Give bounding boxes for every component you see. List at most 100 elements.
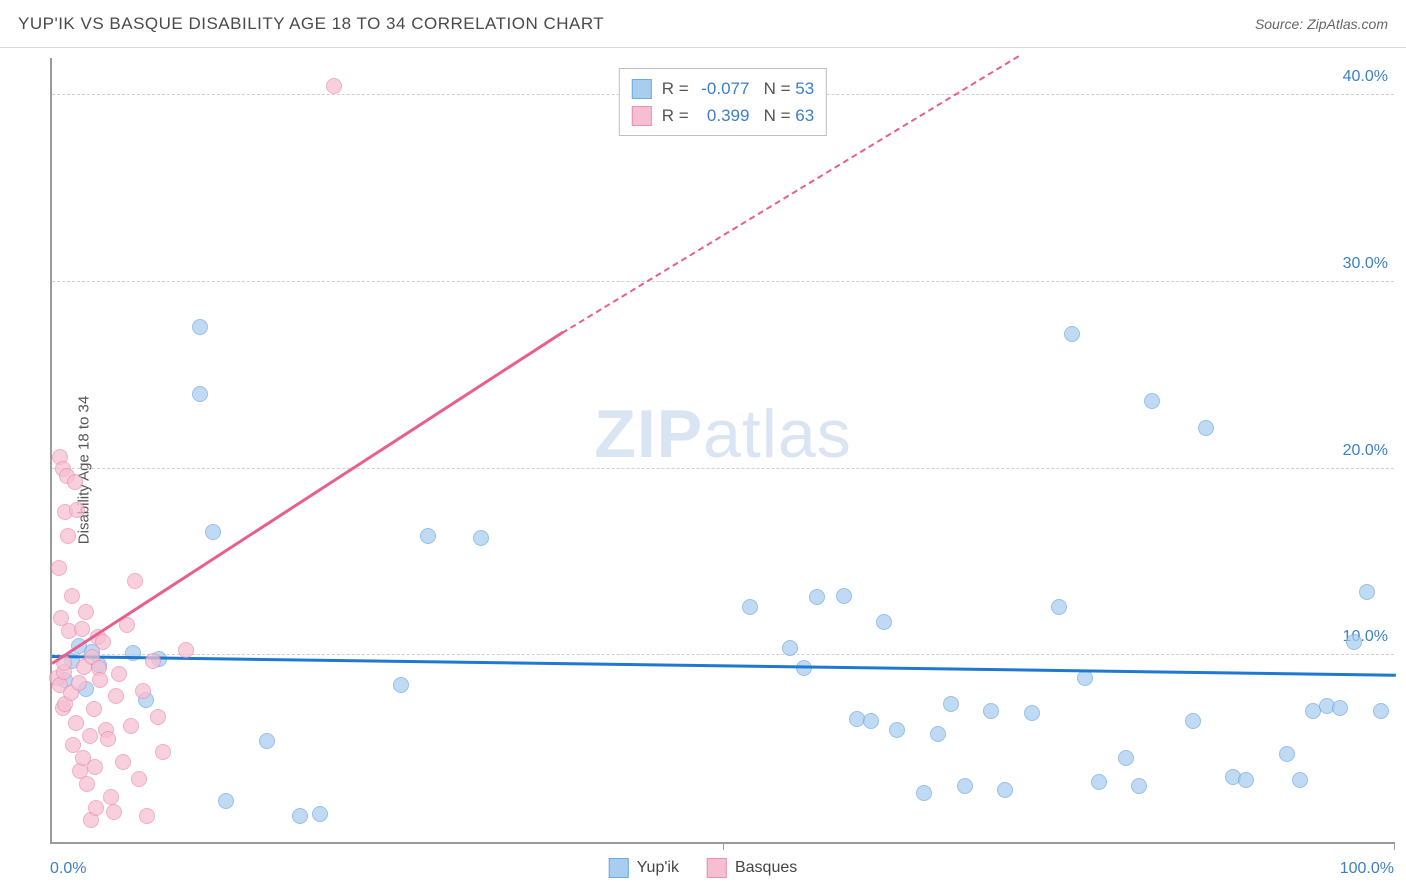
y-gridline — [52, 281, 1394, 282]
data-point — [1346, 634, 1362, 650]
data-point — [393, 677, 409, 693]
x-tick-mark — [1394, 842, 1395, 850]
data-point — [473, 530, 489, 546]
data-point — [1131, 778, 1147, 794]
data-point — [889, 722, 905, 738]
data-point — [983, 703, 999, 719]
data-point — [1051, 599, 1067, 615]
data-point — [1373, 703, 1389, 719]
data-point — [742, 599, 758, 615]
data-point — [60, 528, 76, 544]
legend-stat-row: R = 0.399 N = 63 — [632, 102, 814, 129]
data-point — [87, 759, 103, 775]
data-point — [131, 771, 147, 787]
legend-swatch — [707, 858, 727, 878]
data-point — [103, 789, 119, 805]
data-point — [145, 653, 161, 669]
data-point — [1024, 705, 1040, 721]
data-point — [1238, 772, 1254, 788]
data-point — [64, 588, 80, 604]
data-point — [111, 666, 127, 682]
legend-swatch — [609, 858, 629, 878]
data-point — [1144, 393, 1160, 409]
data-point — [150, 709, 166, 725]
data-point — [69, 502, 85, 518]
data-point — [125, 645, 141, 661]
x-axis-min-label: 0.0% — [50, 860, 86, 878]
data-point — [863, 713, 879, 729]
y-tick-label: 30.0% — [1343, 255, 1388, 273]
data-point — [135, 683, 151, 699]
legend-stat-row: R = -0.077 N = 53 — [632, 75, 814, 102]
scatter-plot: ZIPatlas R = -0.077 N = 53R = 0.399 N = … — [50, 58, 1394, 844]
data-point — [876, 614, 892, 630]
data-point — [420, 528, 436, 544]
data-point — [192, 319, 208, 335]
plot-container: Disability Age 18 to 34 ZIPatlas R = -0.… — [0, 48, 1406, 892]
data-point — [119, 617, 135, 633]
chart-title: YUP'IK VS BASQUE DISABILITY AGE 18 TO 34… — [18, 14, 604, 34]
data-point — [957, 778, 973, 794]
y-gridline — [52, 468, 1394, 469]
data-point — [1332, 700, 1348, 716]
data-point — [1279, 746, 1295, 762]
legend-swatch — [632, 106, 652, 126]
data-point — [1077, 670, 1093, 686]
data-point — [88, 800, 104, 816]
data-point — [86, 701, 102, 717]
data-point — [796, 660, 812, 676]
data-point — [95, 634, 111, 650]
data-point — [71, 675, 87, 691]
data-point — [79, 776, 95, 792]
y-gridline — [52, 654, 1394, 655]
data-point — [1359, 584, 1375, 600]
trend-line — [52, 655, 1396, 676]
data-point — [192, 386, 208, 402]
y-tick-label: 40.0% — [1343, 68, 1388, 86]
x-axis-max-label: 100.0% — [1340, 860, 1394, 878]
data-point — [916, 785, 932, 801]
source-attribution: Source: ZipAtlas.com — [1255, 16, 1388, 32]
data-point — [1118, 750, 1134, 766]
data-point — [74, 621, 90, 637]
data-point — [1292, 772, 1308, 788]
legend-series: Yup'ik Basques — [609, 858, 797, 878]
legend-series-label: Basques — [735, 859, 797, 877]
data-point — [1064, 326, 1080, 342]
data-point — [78, 604, 94, 620]
chart-header: YUP'IK VS BASQUE DISABILITY AGE 18 TO 34… — [0, 0, 1406, 48]
data-point — [92, 672, 108, 688]
data-point — [809, 589, 825, 605]
data-point — [312, 806, 328, 822]
data-point — [930, 726, 946, 742]
data-point — [108, 688, 124, 704]
legend-swatch — [632, 79, 652, 99]
data-point — [82, 728, 98, 744]
data-point — [68, 715, 84, 731]
data-point — [205, 524, 221, 540]
data-point — [782, 640, 798, 656]
data-point — [106, 804, 122, 820]
legend-series-label: Yup'ik — [637, 859, 679, 877]
data-point — [326, 78, 342, 94]
data-point — [123, 718, 139, 734]
data-point — [943, 696, 959, 712]
data-point — [115, 754, 131, 770]
data-point — [100, 731, 116, 747]
data-point — [218, 793, 234, 809]
x-tick-mark — [723, 842, 724, 850]
data-point — [1198, 420, 1214, 436]
data-point — [139, 808, 155, 824]
data-point — [259, 733, 275, 749]
data-point — [51, 560, 67, 576]
data-point — [1185, 713, 1201, 729]
trend-line — [51, 331, 563, 664]
data-point — [178, 642, 194, 658]
legend-correlation-stats: R = -0.077 N = 53R = 0.399 N = 63 — [619, 68, 827, 136]
y-tick-label: 20.0% — [1343, 442, 1388, 460]
data-point — [1091, 774, 1107, 790]
legend-series-item: Basques — [707, 858, 797, 878]
data-point — [292, 808, 308, 824]
data-point — [997, 782, 1013, 798]
data-point — [155, 744, 171, 760]
